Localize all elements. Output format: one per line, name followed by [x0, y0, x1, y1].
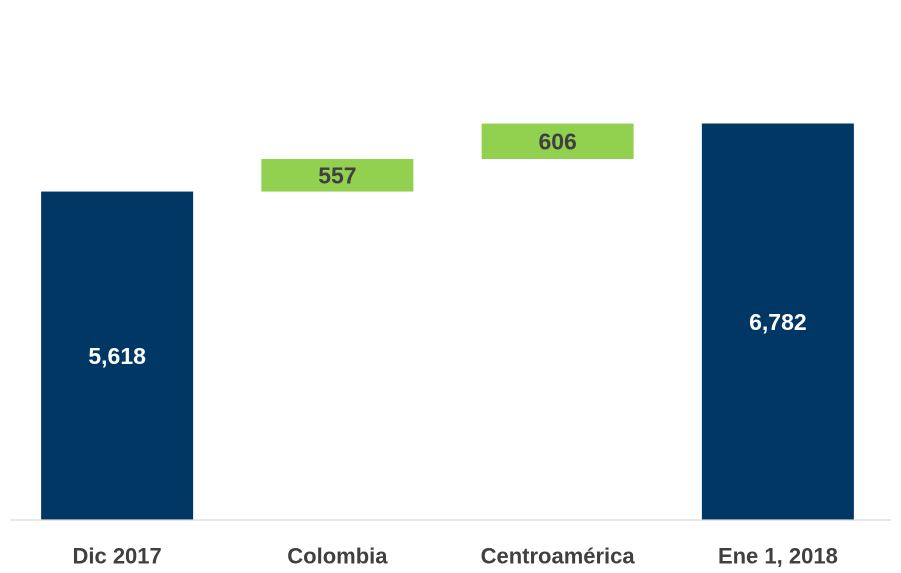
value-label-4: 6,782: [749, 309, 807, 335]
value-label-2: 557: [318, 162, 356, 188]
bar-3: [481, 123, 634, 159]
category-label-2: Colombia: [287, 544, 388, 569]
bar-1: [41, 191, 194, 520]
bar-4: [701, 123, 854, 520]
bar-2: [261, 159, 414, 192]
bars-group: [41, 123, 854, 520]
value-label-3: 606: [538, 128, 576, 154]
category-label-4: Ene 1, 2018: [718, 544, 838, 569]
value-label-1: 5,618: [88, 343, 146, 369]
labels-group: 5,618 Dic 2017 557 Colombia 606 Centroamérica…: [72, 128, 837, 568]
category-label-1: Dic 2017: [72, 544, 161, 569]
category-label-3: Centroamérica: [481, 544, 636, 569]
